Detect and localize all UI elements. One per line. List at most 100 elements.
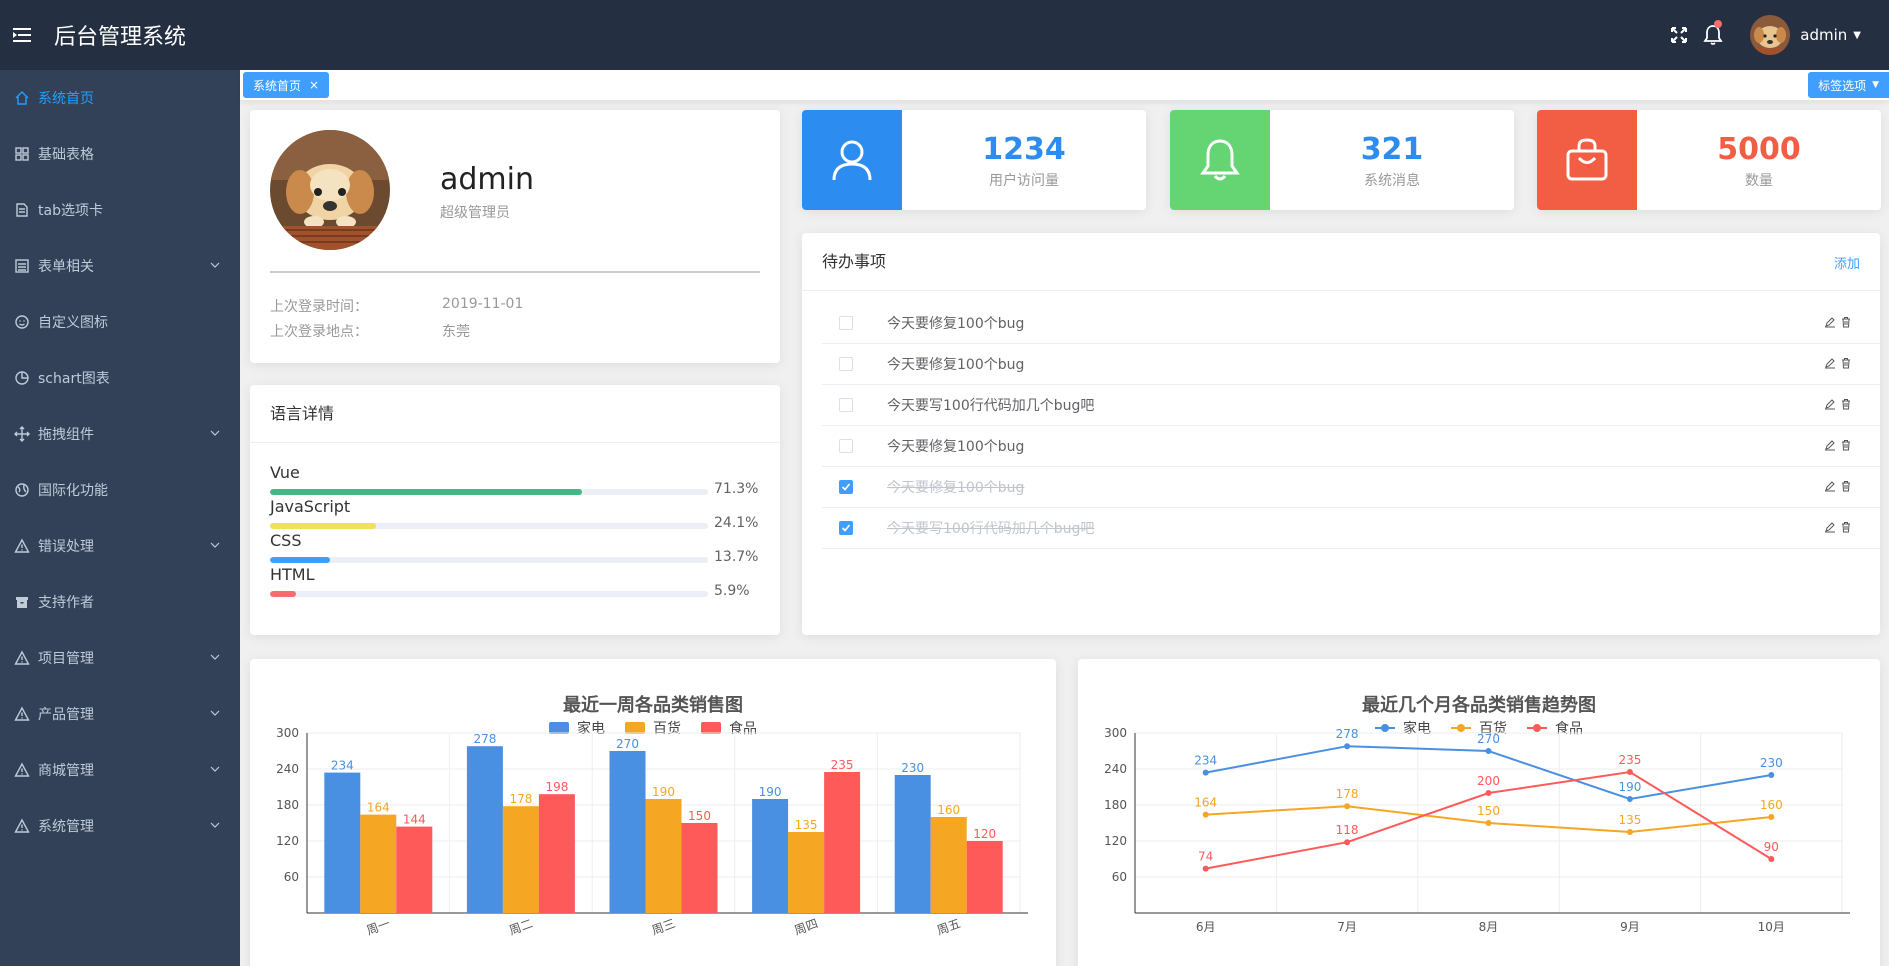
edit-icon[interactable] [1824,316,1836,328]
notification-badge [1714,20,1723,28]
smile-icon [14,314,30,330]
data-label: 178 [509,792,532,806]
delete-icon[interactable] [1840,439,1852,451]
notification-button[interactable] [1696,0,1730,70]
language-progress-fill [270,523,376,529]
sidebar-item[interactable]: 自定义图标 [0,294,240,350]
data-label: 118 [1336,823,1359,837]
username-dropdown[interactable]: admin [1800,26,1848,44]
edit-icon[interactable] [1824,398,1836,410]
form-icon [14,258,30,274]
language-name: CSS [270,531,302,550]
todo-checkbox[interactable] [839,398,853,412]
user-name: admin [440,162,534,197]
tag-options-label: 标签选项 [1818,78,1867,93]
language-percent: 24.1% [714,515,759,531]
bell-icon [1703,25,1723,45]
y-tick-label: 60 [284,870,299,884]
language-name: JavaScript [270,497,351,516]
legend-swatch [625,722,645,734]
user-avatar [270,130,390,250]
data-label: 278 [1336,727,1359,741]
edit-icon[interactable] [1824,357,1836,369]
sidebar-item[interactable]: 支持作者 [0,574,240,630]
data-label: 235 [831,758,854,772]
sidebar-item[interactable]: 国际化功能 [0,462,240,518]
y-tick-label: 300 [276,726,299,740]
data-point [1626,829,1633,835]
todo-row: 今天要写100行代码加几个bug吧 [822,385,1880,426]
bar [788,832,825,913]
line-chart-card: 最近几个月各品类销售趋势图 家电 百货 食品 60 120 180 240 300 6月 7月 8… [1078,659,1880,966]
sidebar-item[interactable]: 项目管理 [0,630,240,686]
todo-text: 今天要修复100个bug [887,439,1025,455]
language-progress-bar [270,557,708,563]
avatar[interactable] [1750,15,1791,55]
sidebar-item-label: 支持作者 [38,595,94,611]
tag-label: 系统首页 [253,78,302,93]
data-label: 164 [367,801,390,815]
data-label: 270 [1477,732,1500,746]
bar [681,823,718,913]
move-icon [14,426,30,442]
close-icon[interactable]: × [309,78,320,92]
todo-checkbox[interactable] [839,316,853,330]
sidebar-item[interactable]: 系统管理 [0,798,240,854]
tag-options-button[interactable]: 标签选项 ▼ [1808,72,1889,98]
todo-checkbox[interactable] [839,521,853,535]
sidebar-item[interactable]: 商城管理 [0,742,240,798]
sidebar-item[interactable]: schart图表 [0,350,240,406]
language-name: Vue [270,463,300,482]
y-tick-label: 180 [276,798,299,812]
data-point [1344,743,1351,750]
add-todo-button[interactable]: 添加 [1833,257,1860,272]
collapse-menu-button[interactable] [0,0,44,70]
todo-text: 今天要修复100个bug [887,357,1025,373]
legend-swatch [549,722,569,734]
language-percent: 13.7% [714,549,759,565]
chevron-down-icon [210,426,220,442]
data-label: 178 [1336,787,1359,801]
edit-icon[interactable] [1824,480,1836,492]
caret-down-icon[interactable]: ▼ [1853,29,1861,41]
sidebar-item[interactable]: 基础表格 [0,126,240,182]
todo-checkbox[interactable] [839,357,853,371]
todo-text: 今天要写100行代码加几个bug吧 [887,521,1095,537]
tags-bar: 系统首页 × 标签选项 ▼ [240,70,1889,100]
data-label: 150 [1477,804,1500,818]
tag-home[interactable]: 系统首页 × [243,72,330,98]
sidebar-item[interactable]: 表单相关 [0,238,240,294]
sidebar-item[interactable]: 错误处理 [0,518,240,574]
last-login-location-row: 上次登录地点： 东莞 [270,321,470,341]
warning-icon [14,818,30,834]
sidebar-item[interactable]: 产品管理 [0,686,240,742]
edit-icon[interactable] [1824,439,1836,451]
data-label: 235 [1618,753,1641,767]
delete-icon[interactable] [1840,398,1852,410]
sidebar-item[interactable]: tab选项卡 [0,182,240,238]
language-name: HTML [270,565,315,584]
delete-icon[interactable] [1840,521,1852,533]
todo-checkbox[interactable] [839,439,853,453]
edit-icon[interactable] [1824,521,1836,533]
warning-icon [14,538,30,554]
delete-icon[interactable] [1840,480,1852,492]
x-tick-label: 周二 [507,916,534,937]
stat-card: 1234 用户访问量 [802,110,1146,210]
chevron-down-icon [210,706,220,722]
sidebar-item-label: 项目管理 [38,651,94,667]
sidebar-item-label: schart图表 [38,371,110,387]
language-progress-bar [270,489,708,495]
user-role: 超级管理员 [440,205,510,221]
delete-icon[interactable] [1840,357,1852,369]
warning-icon [14,650,30,666]
x-tick-label: 周三 [650,916,677,937]
data-label: 230 [1760,756,1783,770]
fullscreen-button[interactable] [1662,0,1696,70]
todo-checkbox[interactable] [839,480,853,494]
delete-icon[interactable] [1840,316,1852,328]
legend-swatch [1451,722,1471,734]
sidebar-item[interactable]: 系统首页 [0,70,240,126]
sidebar-item[interactable]: 拖拽组件 [0,406,240,462]
todo-row: 今天要修复100个bug [822,303,1880,344]
